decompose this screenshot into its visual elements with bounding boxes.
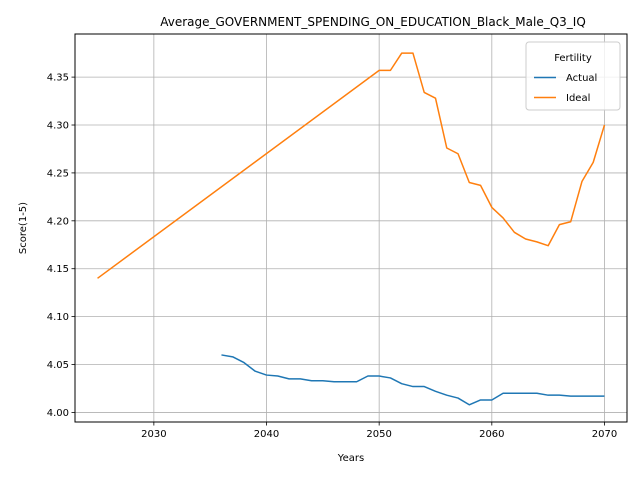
y-tick-label: 4.10: [47, 312, 69, 323]
grid: [75, 34, 627, 422]
x-tick-label: 2060: [479, 429, 504, 440]
y-tick-label: 4.25: [47, 168, 69, 179]
x-axis: 2030 2040 2050 2060 2070: [141, 422, 617, 440]
series-line-ideal: [97, 52, 606, 279]
series-lines: [97, 52, 606, 406]
y-axis-label: Score(1-5): [18, 202, 29, 254]
chart-title: Average_GOVERNMENT_SPENDING_ON_EDUCATION…: [160, 15, 586, 29]
legend-label-actual: Actual: [566, 73, 597, 84]
plot-area: [74, 33, 628, 423]
y-axis: 4.00 4.05 4.10 4.15 4.20 4.25 4.30 4.35: [47, 73, 75, 419]
series-line-actual: [221, 354, 605, 406]
y-tick-label: 4.20: [47, 216, 69, 227]
legend: Fertility Actual Ideal: [525, 41, 621, 111]
y-tick-label: 4.05: [47, 360, 69, 371]
x-axis-label: Years: [337, 453, 364, 464]
legend-box: [525, 41, 621, 111]
x-tick-label: 2030: [141, 429, 166, 440]
y-tick-label: 4.15: [47, 264, 69, 275]
x-tick-label: 2050: [366, 429, 391, 440]
x-tick-label: 2070: [592, 429, 617, 440]
y-tick-label: 4.00: [47, 408, 69, 419]
y-tick-label: 4.35: [47, 73, 69, 84]
x-tick-label: 2040: [254, 429, 279, 440]
legend-title: Fertility: [554, 53, 592, 64]
legend-label-ideal: Ideal: [566, 93, 590, 104]
y-tick-label: 4.30: [47, 121, 69, 132]
